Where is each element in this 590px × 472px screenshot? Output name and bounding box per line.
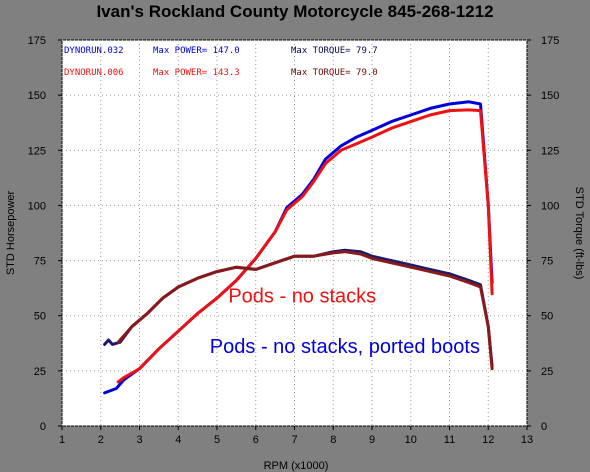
- y-tick-label-left: 0: [40, 421, 46, 433]
- y-tick-label-right: 100: [541, 200, 559, 212]
- x-tick-label: 11: [444, 434, 455, 446]
- legend-max-torque: Max TORQUE= 79.7: [291, 46, 378, 56]
- x-tick-label: 1: [59, 434, 65, 446]
- legend-run-name: DYNORUN.006: [64, 68, 124, 78]
- y-tick-label-right: 75: [541, 256, 553, 268]
- x-tick-label: 2: [98, 434, 104, 446]
- legend: DYNORUN.032 Max POWER= 147.0 Max TORQUE= 7…: [64, 46, 378, 78]
- x-tick-label: 13: [521, 434, 533, 446]
- y-tick-label-right: 125: [541, 145, 559, 157]
- x-tick-label: 9: [369, 434, 375, 446]
- y-tick-label-left: 125: [28, 145, 46, 157]
- annotation-label: Pods - no stacks: [228, 285, 376, 307]
- series-dynorun-006-torque: [116, 250, 494, 371]
- x-tick-label: 4: [175, 434, 181, 446]
- series-layer: [103, 100, 494, 395]
- legend-entry: DYNORUN.032 Max POWER= 147.0 Max TORQUE= 7…: [64, 46, 378, 56]
- x-tick-label: 3: [136, 434, 142, 446]
- y-tick-label-right: 150: [541, 90, 559, 102]
- x-tick-label: 5: [214, 434, 220, 446]
- x-axis-label: RPM (x1000): [264, 460, 329, 472]
- y-tick-label-right: 175: [541, 35, 559, 47]
- series-dynorun-006-horsepower: [116, 108, 494, 384]
- y-tick-label-left: 175: [28, 35, 46, 47]
- y-axis-label-right: STD Torque (ft-lbs): [573, 187, 585, 280]
- chart-title: Ivan's Rockland County Motorcycle 845-26…: [96, 2, 493, 21]
- annotation-label: Pods - no stacks, ported boots: [210, 336, 480, 358]
- y-tick-label-right: 50: [541, 311, 553, 323]
- annotations: Pods - no stacks Pods - no stacks, ported…: [210, 285, 480, 358]
- x-tick-label: 8: [330, 434, 336, 446]
- y-tick-label-left: 75: [34, 256, 46, 268]
- legend-entry: DYNORUN.006 Max POWER= 143.3 Max TORQUE= 7…: [64, 68, 378, 78]
- y-tick-label-left: 150: [28, 90, 46, 102]
- y-tick-label-right: 0: [541, 421, 547, 433]
- x-tick-label: 7: [291, 434, 297, 446]
- legend-max-power: Max POWER= 147.0: [153, 46, 240, 56]
- legend-max-power: Max POWER= 143.3: [153, 68, 240, 78]
- y-tick-label-left: 50: [34, 311, 46, 323]
- x-tick-label: 10: [405, 434, 417, 446]
- y-tick-label-left: 25: [34, 366, 46, 378]
- x-tick-label: 12: [482, 434, 494, 446]
- legend-run-name: DYNORUN.032: [64, 46, 124, 56]
- y-tick-label-left: 100: [28, 200, 46, 212]
- legend-max-torque: Max TORQUE= 79.0: [291, 68, 378, 78]
- y-axis-label-left: STD Horsepower: [5, 190, 17, 275]
- x-tick-label: 6: [253, 434, 259, 446]
- y-tick-label-right: 25: [541, 366, 553, 378]
